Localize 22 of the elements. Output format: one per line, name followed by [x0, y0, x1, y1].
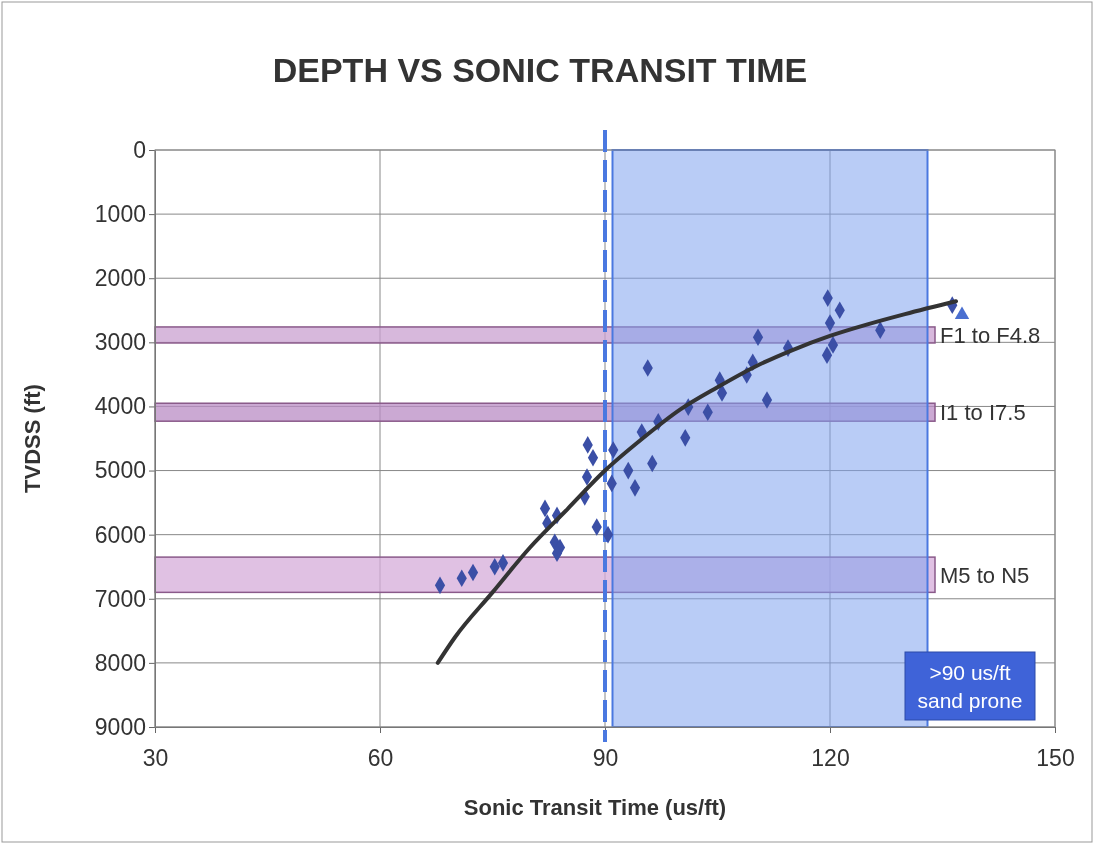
x-tick-label: 150 — [1036, 744, 1075, 771]
x-tick-label: 90 — [592, 744, 619, 771]
y-tick-label: 6000 — [94, 521, 146, 548]
y-tick-label: 4000 — [94, 393, 146, 420]
y-tick-label: 3000 — [94, 329, 146, 356]
chart-title: DEPTH VS SONIC TRANSIT TIME — [272, 51, 808, 89]
band-label: I1 to I7.5 — [940, 400, 1026, 426]
band-label: F1 to F4.8 — [940, 322, 1041, 348]
y-axis-title: TVDSS (ft) — [20, 384, 45, 493]
y-tick-label: 5000 — [94, 457, 146, 484]
y-tick-label: 1000 — [94, 200, 146, 227]
band-label: M5 to N5 — [940, 562, 1030, 588]
y-tick-label: 0 — [133, 136, 146, 163]
y-tick-label: 9000 — [94, 713, 146, 740]
x-tick-label: 120 — [811, 744, 850, 771]
y-tick-label: 2000 — [94, 265, 146, 292]
y-tick-label: 8000 — [94, 649, 146, 676]
annotation: >90 us/ft sand prone — [917, 661, 1023, 712]
y-tick-label: 7000 — [94, 585, 146, 612]
x-tick-label: 30 — [142, 744, 169, 771]
x-axis-title: Sonic Transit Time (us/ft) — [463, 795, 727, 820]
x-tick-label: 60 — [367, 744, 394, 771]
